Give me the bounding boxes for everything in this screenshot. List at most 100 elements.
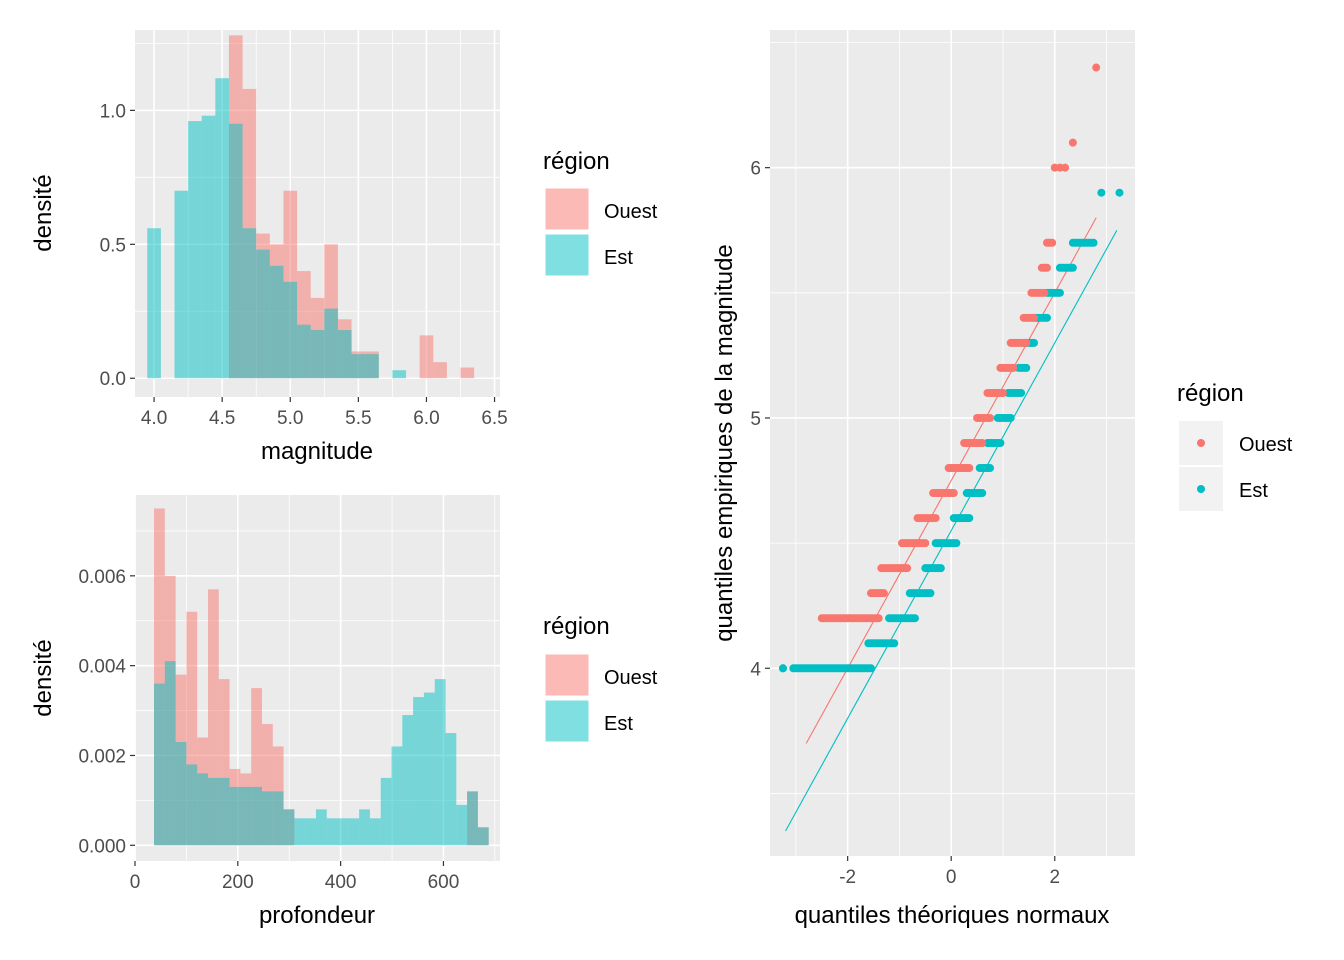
point-est bbox=[1055, 288, 1064, 297]
legend-title: région bbox=[1177, 380, 1244, 407]
y-tick-label: 5 bbox=[750, 409, 761, 430]
reference-lines bbox=[785, 217, 1118, 832]
point-est bbox=[936, 564, 945, 573]
x-tick-label: 400 bbox=[325, 872, 357, 893]
bars bbox=[147, 35, 475, 379]
point-ouest bbox=[1068, 138, 1077, 147]
point-ouest bbox=[986, 413, 995, 422]
point-ouest bbox=[1009, 363, 1018, 372]
points bbox=[778, 63, 1124, 673]
bar-ouest bbox=[261, 724, 273, 846]
legend-label-est: Est bbox=[604, 713, 633, 735]
point-ouest bbox=[978, 439, 987, 447]
point-est bbox=[986, 464, 995, 473]
panel-background bbox=[770, 30, 1135, 856]
y-axis-title: densité bbox=[30, 174, 57, 251]
bar-est bbox=[337, 330, 352, 379]
y-tick-label: 4 bbox=[750, 659, 761, 680]
point-est bbox=[1097, 188, 1106, 197]
bar-est bbox=[197, 773, 208, 846]
point-ouest bbox=[1048, 238, 1057, 247]
point-ouest bbox=[1022, 338, 1031, 347]
point-ouest bbox=[874, 614, 883, 623]
legend-title: région bbox=[543, 148, 610, 175]
bar-est bbox=[228, 123, 243, 379]
bar-est bbox=[256, 249, 270, 379]
bar-ouest bbox=[433, 362, 447, 379]
point-est bbox=[978, 489, 987, 498]
bar-est bbox=[445, 733, 457, 846]
y-tick-label: 0.004 bbox=[78, 657, 126, 678]
bar-est bbox=[337, 818, 349, 846]
bar-est bbox=[201, 115, 216, 379]
bar-est bbox=[186, 764, 198, 846]
bar-est bbox=[392, 370, 407, 379]
bar-est bbox=[326, 818, 338, 846]
bar-est bbox=[154, 683, 165, 846]
axis-ticks: -2 0 2 4 5 6 bbox=[750, 159, 1060, 888]
point-ouest bbox=[1042, 263, 1051, 272]
legend-point-est bbox=[1197, 485, 1205, 493]
x-tick-label: 4.0 bbox=[141, 408, 167, 429]
point-est bbox=[1017, 388, 1026, 397]
point-ouest bbox=[965, 464, 974, 473]
bar-est bbox=[272, 791, 284, 846]
legend-point-ouest bbox=[1197, 439, 1205, 447]
bars bbox=[154, 508, 489, 846]
legend-label-ouest: Ouest bbox=[604, 667, 658, 689]
qq-line-est bbox=[785, 229, 1118, 832]
point-est bbox=[1006, 413, 1015, 422]
point-est bbox=[910, 614, 919, 623]
axis-ticks: 4.0 4.5 5.0 5.5 6.0 6.5 0.0 0.5 1.0 bbox=[100, 101, 508, 429]
legend-label-ouest: Ouest bbox=[604, 201, 658, 223]
point-est bbox=[965, 514, 974, 523]
point-est bbox=[1022, 363, 1031, 372]
point-ouest bbox=[1040, 288, 1049, 297]
point-ouest bbox=[1061, 163, 1070, 172]
point-est bbox=[952, 539, 961, 548]
bar-ouest bbox=[186, 611, 198, 846]
x-tick-label: 5.0 bbox=[277, 408, 303, 429]
point-est bbox=[1030, 338, 1039, 347]
point-est bbox=[1068, 263, 1077, 272]
y-tick-label: 0.000 bbox=[78, 836, 126, 857]
point-ouest bbox=[879, 589, 888, 598]
bar-est bbox=[456, 804, 468, 846]
x-axis-title: magnitude bbox=[261, 438, 373, 465]
legend-label-est: Est bbox=[604, 247, 633, 269]
x-tick-label: 600 bbox=[428, 872, 460, 893]
legend-label-est: Est bbox=[1239, 480, 1268, 502]
x-tick-label: -2 bbox=[839, 867, 856, 888]
bar-est bbox=[365, 354, 379, 379]
y-tick-label: 0.002 bbox=[78, 746, 126, 767]
point-ouest bbox=[1092, 63, 1101, 72]
x-axis-title: quantiles théoriques normaux bbox=[795, 902, 1110, 929]
bar-est bbox=[315, 809, 327, 846]
point-est bbox=[1042, 313, 1051, 322]
bar-ouest bbox=[251, 688, 262, 846]
bar-ouest bbox=[218, 679, 230, 846]
bar-est bbox=[294, 818, 306, 846]
panel-hist-profondeur: 0 200 400 600 0.000 0.002 0.004 0.006 profondeu… bbox=[30, 495, 658, 929]
x-tick-label: 2 bbox=[1049, 867, 1060, 888]
bar-est bbox=[324, 308, 338, 379]
y-tick-label: 6 bbox=[750, 159, 761, 180]
bar-est bbox=[283, 281, 298, 379]
point-est bbox=[778, 664, 787, 673]
bar-est bbox=[229, 786, 241, 846]
x-tick-label: 5.5 bbox=[345, 408, 371, 429]
bar-est bbox=[208, 777, 219, 846]
bar-est bbox=[261, 791, 273, 846]
legend-key-est bbox=[544, 699, 590, 743]
bar-est bbox=[369, 818, 381, 846]
bar-est bbox=[310, 330, 325, 379]
legend-label-ouest: Ouest bbox=[1239, 434, 1293, 456]
y-axis-title: densité bbox=[30, 639, 57, 716]
bar-est bbox=[269, 265, 284, 379]
panel-hist-magnitude: 4.0 4.5 5.0 5.5 6.0 6.5 0.0 0.5 1.0 magnitude de… bbox=[30, 30, 658, 465]
bar-est bbox=[147, 228, 161, 379]
bar-est bbox=[423, 692, 435, 846]
bar-est bbox=[359, 809, 370, 846]
point-ouest bbox=[1030, 313, 1039, 322]
x-tick-label: 6.5 bbox=[481, 408, 507, 429]
